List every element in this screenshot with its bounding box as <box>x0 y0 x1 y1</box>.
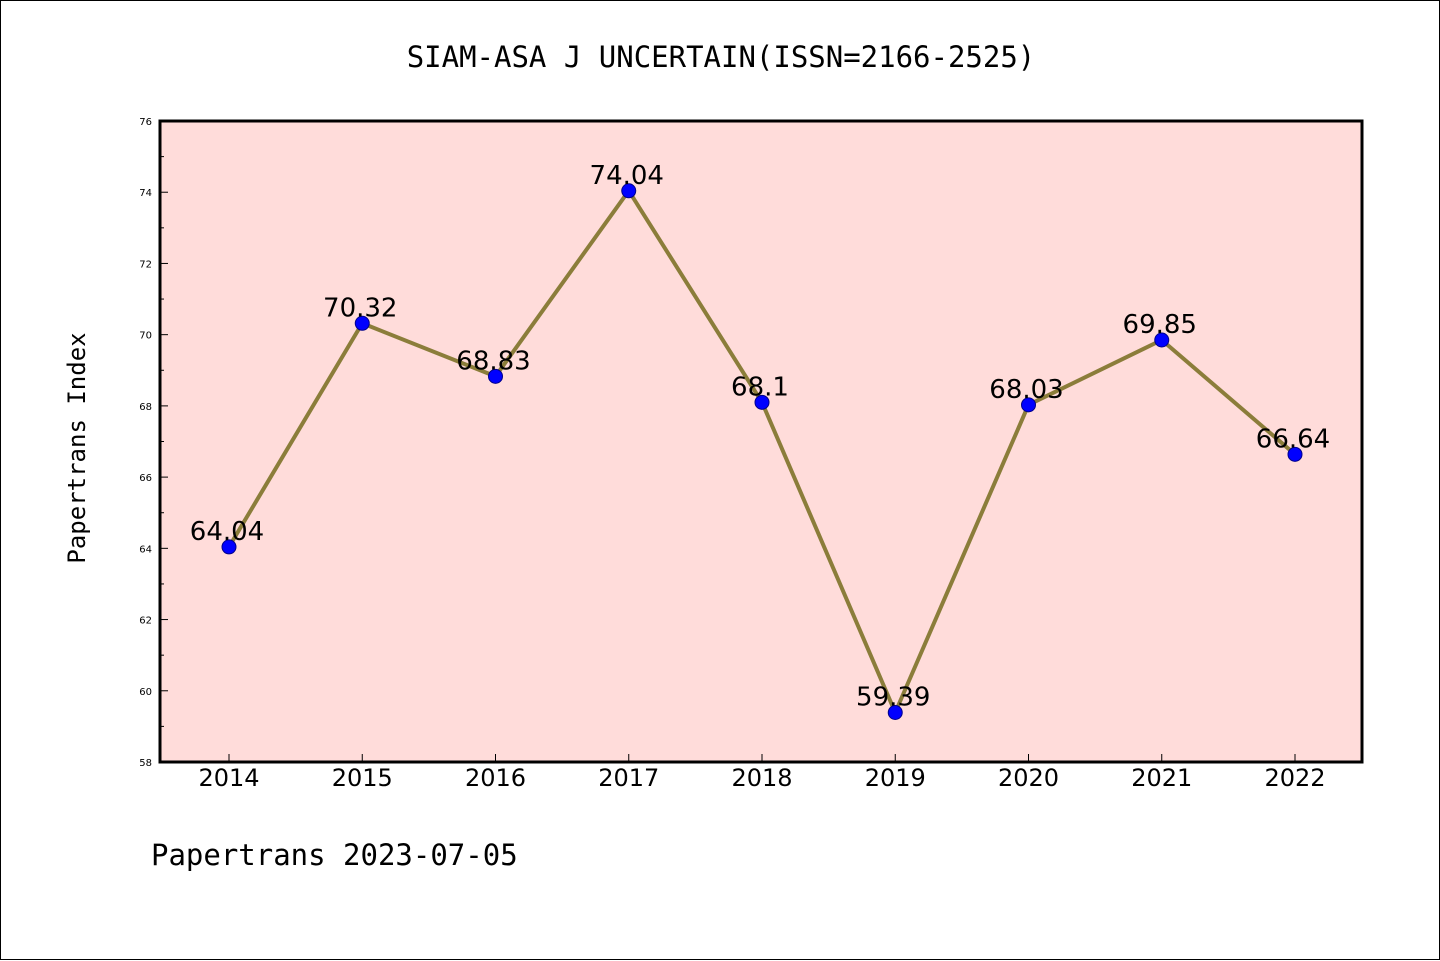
footer-text: Papertrans 2023-07-05 <box>151 838 518 872</box>
x-tick-label: 2014 <box>198 764 259 792</box>
data-point-2015 <box>354 315 370 331</box>
x-tick-label: 2019 <box>865 764 926 792</box>
y-tick-label: 58 <box>139 758 152 769</box>
plot-area <box>158 119 1364 764</box>
data-point-2022 <box>1287 446 1303 462</box>
data-point-2016 <box>488 368 503 384</box>
x-tick-label: 2018 <box>731 764 792 792</box>
data-point-2019 <box>887 705 903 721</box>
data-point-2017 <box>621 183 637 199</box>
x-tick-label: 2017 <box>598 764 659 792</box>
data-point-2020 <box>1021 397 1036 413</box>
data-label-2020: 68.03 <box>989 375 1063 405</box>
y-tick-label: 76 <box>139 117 152 128</box>
y-tick-label: 60 <box>139 687 152 698</box>
data-label-2019: 59.39 <box>856 683 930 713</box>
y-tick-label: 72 <box>139 259 152 270</box>
y-axis: 58 60 62 64 66 68 70 72 74 76 <box>139 117 168 769</box>
data-label-2021: 69.85 <box>1123 310 1197 340</box>
data-label-2014: 64.04 <box>190 517 264 547</box>
y-tick-label: 70 <box>139 331 152 342</box>
y-tick-label: 68 <box>139 402 152 413</box>
x-tick-label: 2021 <box>1131 764 1192 792</box>
x-tick-label: 2022 <box>1264 764 1325 792</box>
y-tick-label: 74 <box>139 188 152 199</box>
data-labels: 64.04 70.32 68.83 74.04 68.1 59.39 68.03 69.85 6… <box>190 161 1330 713</box>
x-axis: 2014 2015 2016 2017 2018 2019 2020 2021 2022 <box>198 754 1326 792</box>
x-tick-label: 2015 <box>332 764 393 792</box>
y-axis-label: Papertrans Index <box>63 332 91 563</box>
data-label-2015: 70.32 <box>323 293 397 323</box>
data-label-2016: 68.83 <box>456 346 530 376</box>
data-point-2021 <box>1154 332 1170 348</box>
y-tick-label: 66 <box>139 473 152 484</box>
data-label-2018: 68.1 <box>731 372 789 402</box>
data-label-2022: 66.64 <box>1256 424 1330 454</box>
x-tick-label: 2016 <box>465 764 526 792</box>
y-tick-label: 62 <box>139 616 152 627</box>
data-point-2018 <box>754 394 770 410</box>
data-label-2017: 74.04 <box>590 161 664 191</box>
data-points <box>221 183 1303 721</box>
x-tick-label: 2020 <box>998 764 1059 792</box>
chart-title: SIAM-ASA J UNCERTAIN(ISSN=2166-2525) <box>407 40 1036 74</box>
y-tick-label: 64 <box>139 544 152 555</box>
data-point-2014 <box>221 539 237 555</box>
